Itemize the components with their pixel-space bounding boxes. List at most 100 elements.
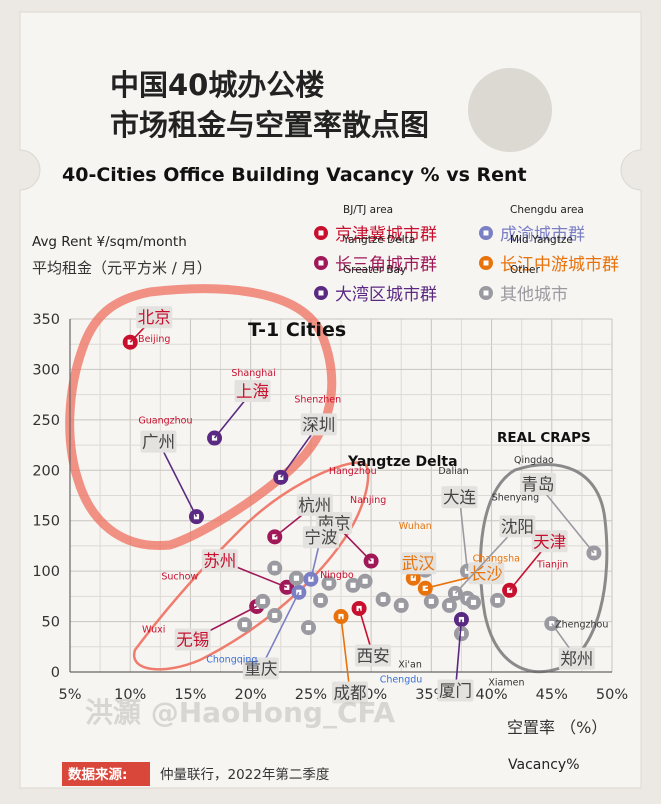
label-leader-line xyxy=(454,619,463,691)
data-point-inner xyxy=(356,605,362,612)
label-leader-line xyxy=(260,591,300,669)
decorative-circle xyxy=(468,68,552,152)
x-tick-label: 20% xyxy=(235,687,267,703)
data-point-inner xyxy=(305,625,312,631)
label-box xyxy=(441,486,478,509)
title-zh-line1: 中国40城办公楼 xyxy=(110,68,324,102)
x-tick-label: 40% xyxy=(475,687,507,703)
label-leader-line xyxy=(454,525,519,594)
legend-label-zh: 成渝城市群 xyxy=(500,225,585,245)
data-label-en: Shenyang xyxy=(492,492,539,503)
data-label-en: Zhengzhou xyxy=(555,620,608,631)
data-point-inner xyxy=(317,597,324,603)
data-point-inner xyxy=(326,580,332,586)
data-label-en: Nanjing xyxy=(350,495,386,506)
label-box xyxy=(499,515,536,538)
data-label-en: Ningbo xyxy=(320,570,354,581)
data-label-zh: 深圳 xyxy=(302,415,335,434)
label-box xyxy=(332,681,368,704)
legend-label-zh: 京津冀城市群 xyxy=(335,225,437,245)
label-box xyxy=(355,644,392,667)
legend-marker-inner xyxy=(318,260,324,266)
legend-label-en: Yangtze Delta xyxy=(342,234,415,246)
legend-label-zh: 其他城市 xyxy=(500,285,568,305)
x-tick-label: 10% xyxy=(114,687,146,703)
data-label-zh: 大连 xyxy=(443,488,477,507)
label-box xyxy=(437,679,474,702)
data-point-inner xyxy=(272,565,278,571)
legend-label-zh: 大湾区城市群 xyxy=(335,285,437,305)
label-box xyxy=(174,628,211,651)
label-box xyxy=(468,562,505,585)
data-point-inner xyxy=(380,596,386,602)
data-label-en: Tianjin xyxy=(536,559,568,570)
x-tick-label: 5% xyxy=(58,687,81,703)
y-tick-label: 0 xyxy=(51,665,60,681)
label-box xyxy=(400,552,437,575)
label-leader-line xyxy=(537,483,595,554)
legend-marker-inner xyxy=(318,290,324,296)
data-label-en: Wuhan xyxy=(399,521,432,532)
annotation-tier1: T-1 Cities xyxy=(248,319,346,341)
label-box xyxy=(234,380,271,403)
x-tick-label: 50% xyxy=(596,687,628,703)
data-point-inner xyxy=(293,575,300,581)
source-text: 仲量联行，2022年第二季度 xyxy=(160,766,329,783)
data-label-zh: 宁波 xyxy=(304,528,337,547)
data-point-inner xyxy=(458,631,465,637)
x-axis-title-zh: 空置率 （%） xyxy=(507,718,607,737)
label-box xyxy=(531,530,568,553)
legend-marker-inner xyxy=(318,230,324,236)
annotation-craps: REAL CRAPS xyxy=(497,430,591,446)
data-label-en: Beijing xyxy=(138,334,170,345)
data-label-zh: 长沙 xyxy=(470,564,503,583)
data-label-zh: 北京 xyxy=(138,308,171,327)
label-box xyxy=(201,549,238,572)
y-tick-label: 350 xyxy=(32,312,60,328)
data-point-inner xyxy=(350,582,356,588)
data-label-zh: 重庆 xyxy=(244,659,277,678)
label-box xyxy=(300,413,337,436)
data-label-zh: 成都 xyxy=(334,684,367,703)
data-label-en: Chengdu xyxy=(380,675,423,686)
data-label-zh: 天津 xyxy=(533,532,566,551)
data-point-inner xyxy=(278,474,284,480)
source-badge xyxy=(62,762,150,786)
label-box xyxy=(136,306,173,329)
legend-marker-inner xyxy=(483,290,489,296)
y-tick-label: 100 xyxy=(32,564,60,580)
data-label-en: Guangzhou xyxy=(138,416,192,427)
title-en: 40-Cities Office Building Vacancy % vs R… xyxy=(62,164,527,186)
y-tick-label: 200 xyxy=(32,463,60,479)
legend-marker-inner xyxy=(483,230,489,236)
legend-label-en: Chengdu area xyxy=(510,204,584,216)
label-leader-line xyxy=(340,616,351,693)
data-label-zh: 无锡 xyxy=(176,630,209,649)
data-label-zh: 青岛 xyxy=(521,475,554,494)
y-tick-label: 150 xyxy=(32,514,60,530)
legend-label-zh: 长三角城市群 xyxy=(335,255,437,275)
data-label-zh: 广州 xyxy=(142,433,175,452)
legend-marker-inner xyxy=(483,260,489,266)
data-point-inner xyxy=(470,599,477,606)
y-tick-label: 250 xyxy=(32,413,60,429)
data-point-inner xyxy=(272,612,278,619)
data-point-inner xyxy=(260,598,266,604)
legend-label-en: Other xyxy=(510,264,540,276)
data-label-zh: 杭州 xyxy=(298,496,331,515)
data-label-zh: 郑州 xyxy=(560,650,593,669)
data-point-inner xyxy=(284,584,290,590)
data-label-zh: 厦门 xyxy=(439,682,472,701)
label-box xyxy=(558,647,595,670)
label-leader-line xyxy=(157,441,198,518)
data-point-inner xyxy=(362,578,368,584)
label-box xyxy=(296,493,333,516)
data-label-en: Hangzhou xyxy=(329,466,377,477)
label-box xyxy=(140,430,177,453)
x-tick-label: 45% xyxy=(536,687,568,703)
data-label-en: Xi'an xyxy=(398,659,422,670)
data-labels: 北京 Beijing 上海 Shanghai 深圳 Shenzhen 广州 Guangzhou… xyxy=(129,306,608,704)
y-tick-label: 50 xyxy=(42,615,60,631)
label-box xyxy=(302,526,339,549)
